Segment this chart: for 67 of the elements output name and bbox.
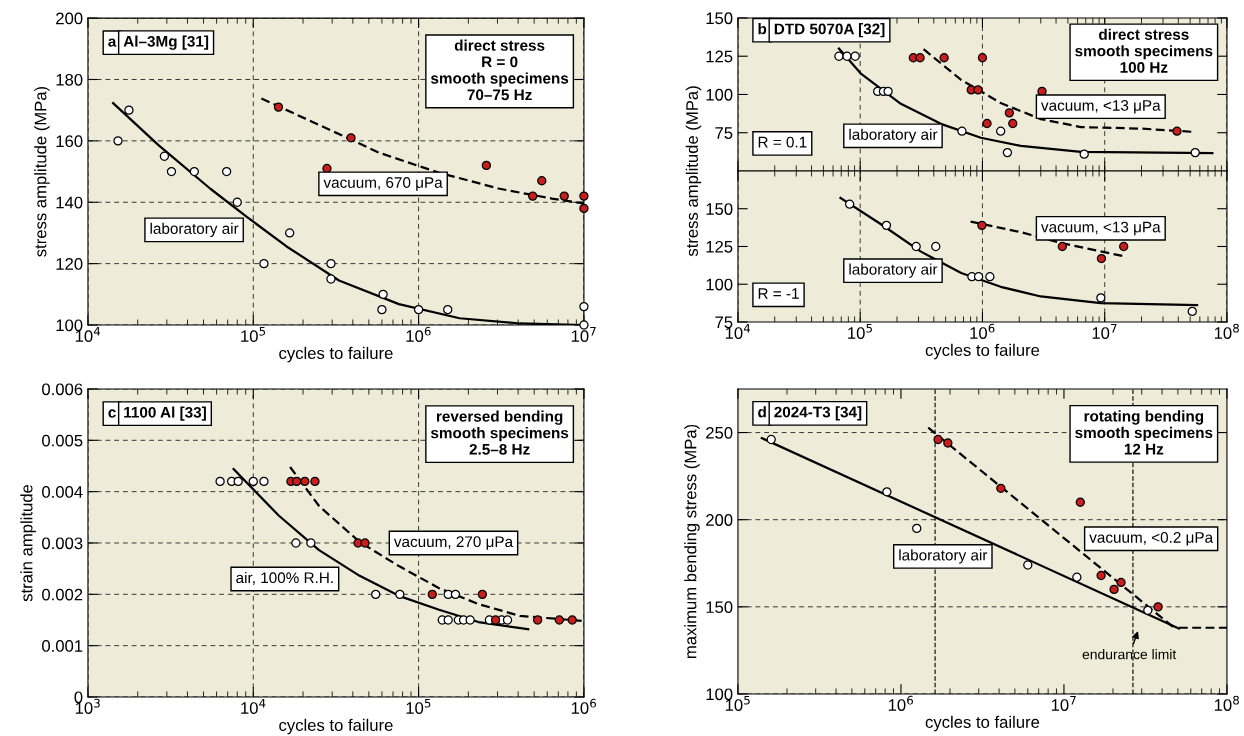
- x-axis-title: cycles to failure: [925, 343, 1040, 360]
- y-tick-label: 0.006: [42, 383, 83, 396]
- text: d: [758, 406, 766, 418]
- x-axis-title: cycles to failure: [279, 718, 393, 735]
- annotation: endurance limit: [1082, 649, 1177, 660]
- x-tick-label: 10$^{4}$: [241, 698, 266, 714]
- y-tick-label: 150: [706, 203, 733, 215]
- annotation: rotating bending smooth specimens 12 Hz: [1075, 410, 1213, 455]
- annotation: direct stress smooth specimens 100 Hz: [1075, 28, 1213, 73]
- y-axis-title: strain amplitude: [20, 484, 36, 602]
- x-tick-label: 10$^{6}$: [888, 695, 913, 711]
- x-tick-label: 10$^{6}$: [571, 698, 596, 714]
- y-tick-label: 125: [706, 50, 733, 63]
- chart-title: b: [758, 23, 767, 35]
- x-axis-title: cycles to failure: [925, 715, 1040, 732]
- y-tick-label: 0.004: [42, 486, 83, 498]
- text: 1100 Al [33]: [124, 406, 206, 421]
- text: 2024-T3 [34]: [774, 406, 862, 421]
- chart-subtitle: DTD 5070A [32]: [774, 23, 885, 38]
- x-tick-label: 10$^{6}$: [970, 323, 995, 339]
- x-tick-label: 10$^{7}$: [1051, 695, 1076, 711]
- x-tick-label: 10$^{6}$: [406, 326, 431, 342]
- text: Al–3Mg [31]: [123, 35, 209, 50]
- y-axis-title: stress amplitude (MPa): [34, 86, 50, 257]
- y-tick-label: 75: [715, 127, 733, 139]
- annotation: vacuum, <13 μPa: [1041, 99, 1161, 114]
- y-tick-label: 0.002: [42, 588, 83, 601]
- y-axis-title: maximum bending stress (MPa): [684, 424, 700, 658]
- y-tick-label: 100: [706, 88, 733, 101]
- annotation: laboratory air: [849, 128, 938, 143]
- annotation: vacuum, 270 μPa: [393, 536, 514, 550]
- y-tick-label: 150: [706, 12, 733, 25]
- x-tick-label: 10$^{8}$: [1214, 323, 1239, 339]
- y-tick-label: 200: [706, 514, 733, 526]
- y-tick-label: 250: [706, 426, 733, 439]
- annotation: vacuum, <13 μPa: [1041, 221, 1161, 236]
- y-tick-label: 140: [56, 196, 83, 209]
- y-axis-title: stress amplitude (MPa): [685, 86, 702, 257]
- annotation: laboratory air: [849, 263, 938, 278]
- annotation: air, 100% R.H.: [236, 571, 333, 585]
- annotation: reversed bending smooth specimens 2.5–8 Hz: [430, 410, 569, 455]
- y-tick-label: 200: [56, 12, 83, 25]
- annotation: R = 0.1: [758, 136, 807, 148]
- y-tick-label: 160: [56, 135, 83, 148]
- text: a: [108, 38, 117, 47]
- y-tick-label: 180: [56, 73, 83, 86]
- annotation: laboratory air: [899, 549, 988, 564]
- x-tick-label: 10$^{8}$: [1214, 695, 1239, 711]
- y-tick-label: 150: [706, 601, 733, 614]
- x-tick-label: 10$^{7}$: [1092, 323, 1117, 339]
- annotation: laboratory air: [150, 222, 239, 237]
- annotation: vacuum, <0.2 μPa: [1089, 532, 1214, 546]
- x-tick-label: 10$^{5}$: [241, 326, 266, 343]
- x-axis-title: cycles to failure: [279, 346, 393, 363]
- annotation: vacuum, 670 μPa: [323, 177, 443, 191]
- annotation: direct stress R = 0 smooth specimens 70–75 Hz: [430, 39, 569, 101]
- y-tick-label: 125: [706, 240, 733, 253]
- x-tick-label: 10$^{5}$: [406, 698, 431, 714]
- y-tick-label: 100: [706, 278, 733, 291]
- y-tick-label: 120: [56, 258, 83, 270]
- text: c: [108, 409, 116, 418]
- y-tick-label: 0.003: [42, 537, 83, 550]
- x-tick-label: 10$^{7}$: [571, 326, 596, 343]
- annotation: R = -1: [758, 288, 799, 299]
- y-tick-label: 0.005: [42, 434, 83, 447]
- x-tick-label: 10$^{5}$: [848, 323, 872, 339]
- y-tick-label: 0.001: [42, 640, 83, 652]
